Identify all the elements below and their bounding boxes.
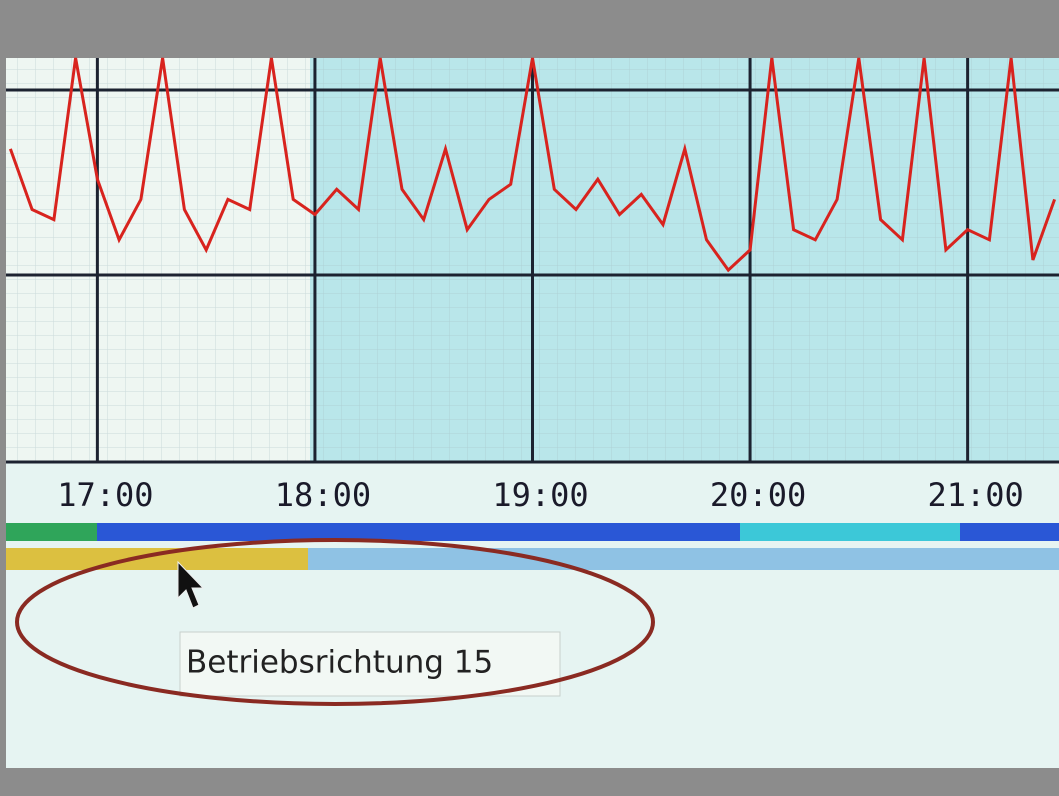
x-ticks: 17:00 18:00 19:00 20:00 21:00 <box>57 58 1024 514</box>
x-tick-label: 17:00 <box>57 476 153 514</box>
band-cyan <box>740 523 960 541</box>
band-blue <box>97 523 740 541</box>
band-blue <box>960 523 1059 541</box>
band-green <box>6 523 97 541</box>
band-lightblue <box>308 548 1059 570</box>
trace-line <box>8 57 1057 273</box>
x-tick-label: 21:00 <box>927 476 1023 514</box>
x-tick-label: 20:00 <box>710 476 806 514</box>
highlight-ellipse <box>15 538 655 706</box>
bezel-bottom <box>0 768 1059 796</box>
x-tick-label: 18:00 <box>275 476 371 514</box>
tooltip-box <box>179 631 561 697</box>
x-tick-label: 19:00 <box>492 476 588 514</box>
cursor <box>177 560 205 609</box>
tooltip-text: Betriebsrichtung 15 <box>186 645 493 681</box>
band-yellow <box>6 548 308 570</box>
